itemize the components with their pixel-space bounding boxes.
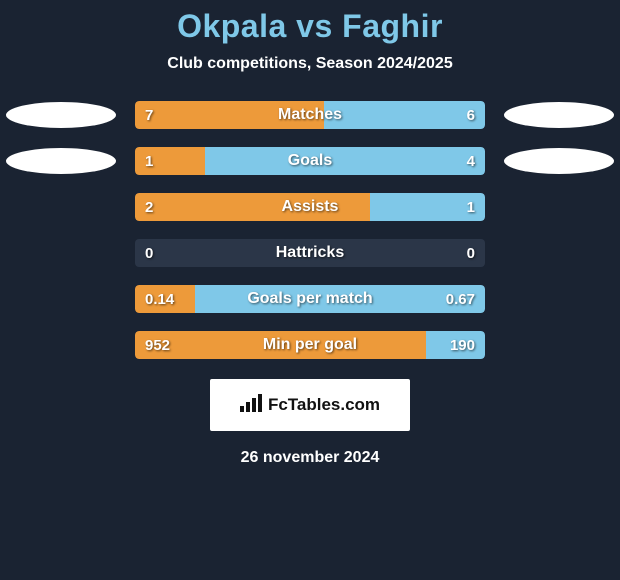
- team-badge-left: [6, 148, 116, 174]
- stat-bar: 76Matches: [135, 101, 485, 129]
- stat-row: 0.140.67Goals per match: [0, 285, 620, 313]
- bar-segment-left: [135, 331, 426, 359]
- bar-segment-right: [205, 147, 485, 175]
- bar-segment-left: [135, 101, 324, 129]
- infographic-container: Okpala vs Faghir Club competitions, Seas…: [0, 0, 620, 580]
- signal-icon: [240, 394, 262, 416]
- team-badge-left: [6, 102, 116, 128]
- logo-text: FcTables.com: [268, 395, 380, 415]
- stat-row: 21Assists: [0, 193, 620, 221]
- stat-row: 76Matches: [0, 101, 620, 129]
- fctables-logo: FcTables.com: [210, 379, 410, 431]
- stat-value-left: 7: [145, 107, 153, 124]
- stat-value-right: 4: [467, 153, 475, 170]
- stat-value-right: 1: [467, 199, 475, 216]
- stat-row: 952190Min per goal: [0, 331, 620, 359]
- stat-bar: 21Assists: [135, 193, 485, 221]
- stat-bar: 0.140.67Goals per match: [135, 285, 485, 313]
- bar-segment-right: [195, 285, 486, 313]
- stat-bar: 952190Min per goal: [135, 331, 485, 359]
- date-label: 26 november 2024: [0, 449, 620, 467]
- stat-value-left: 0.14: [145, 291, 174, 308]
- stat-value-right: 0.67: [446, 291, 475, 308]
- stat-value-left: 1: [145, 153, 153, 170]
- stat-row: 0 0Hattricks: [0, 239, 620, 267]
- stat-value-left: 2: [145, 199, 153, 216]
- stat-label: Hattricks: [135, 244, 485, 262]
- page-title: Okpala vs Faghir: [0, 8, 620, 45]
- team-badge-right: [504, 148, 614, 174]
- stat-value-left: 0: [145, 245, 153, 262]
- stat-value-right: 6: [467, 107, 475, 124]
- bar-segment-right: [324, 101, 485, 129]
- stat-value-right: 190: [450, 337, 475, 354]
- stat-bar: 14Goals: [135, 147, 485, 175]
- bar-segment-left: [135, 193, 370, 221]
- subtitle: Club competitions, Season 2024/2025: [0, 55, 620, 73]
- stat-value-right: 0: [467, 245, 475, 262]
- stat-value-left: 952: [145, 337, 170, 354]
- stat-bar: 0 0Hattricks: [135, 239, 485, 267]
- stat-rows: 76Matches14Goals21Assists00Hattricks0.14…: [0, 101, 620, 359]
- team-badge-right: [504, 102, 614, 128]
- stat-row: 14Goals: [0, 147, 620, 175]
